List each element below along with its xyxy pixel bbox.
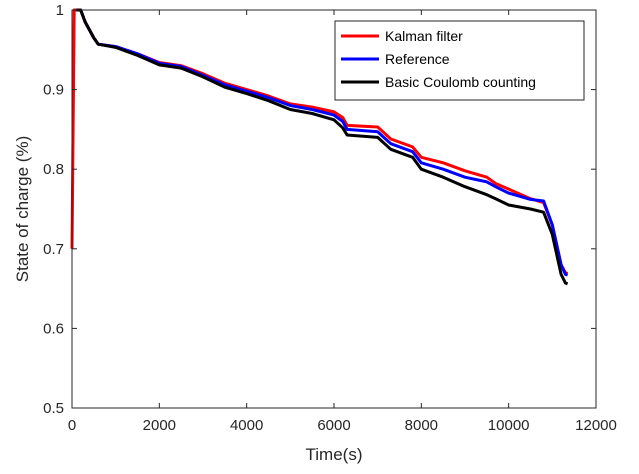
ticks-layer: 0 2000 4000 6000 8000 10000 12000 0.5 0.6 0.7 0.8 0… bbox=[43, 2, 617, 434]
x-tick-label: 6000 bbox=[317, 417, 350, 434]
legend-label-2: Basic Coulomb counting bbox=[385, 74, 536, 90]
y-tick-label: 0.5 bbox=[43, 400, 64, 417]
legend-label-1: Reference bbox=[385, 51, 450, 67]
x-tick-label: 8000 bbox=[405, 417, 438, 434]
x-tick-label: 4000 bbox=[230, 417, 263, 434]
x-tick-label: 0 bbox=[68, 417, 76, 434]
legend-label-0: Kalman filter bbox=[385, 28, 463, 44]
y-tick-label: 1 bbox=[56, 2, 64, 19]
y-tick-label: 0.7 bbox=[43, 241, 64, 258]
y-tick-label: 0.8 bbox=[43, 161, 64, 178]
series-line-2 bbox=[76, 8, 569, 286]
x-tick-label: 2000 bbox=[143, 417, 176, 434]
legend: Kalman filter Reference Basic Coulomb coun… bbox=[334, 20, 585, 101]
x-axis-label: Time(s) bbox=[306, 445, 363, 464]
x-tick-label: 12000 bbox=[575, 417, 617, 434]
y-tick-label: 0.9 bbox=[43, 82, 64, 99]
series-layer bbox=[70, 8, 569, 286]
y-axis-label: State of charge (%) bbox=[13, 136, 32, 282]
x-tick-label: 10000 bbox=[488, 417, 530, 434]
y-tick-label: 0.6 bbox=[43, 320, 64, 337]
